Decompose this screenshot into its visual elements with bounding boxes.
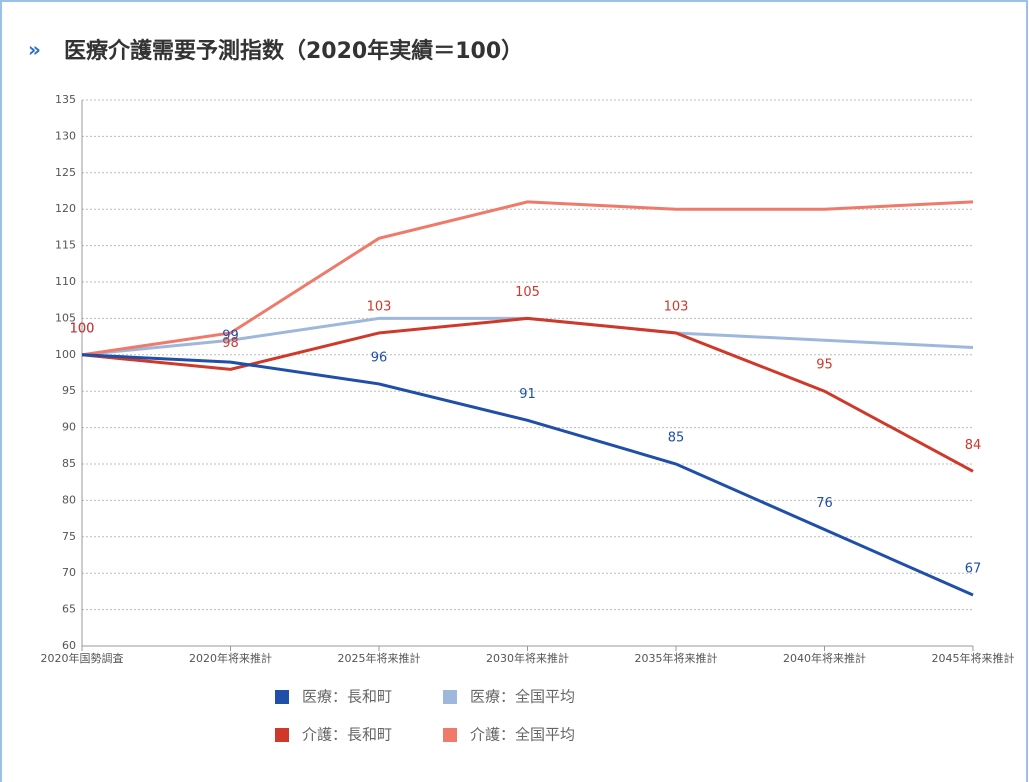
y-tick-label: 115 xyxy=(55,239,76,252)
x-tick-label: 2045年将来推計 xyxy=(932,651,1015,665)
data-label: 95 xyxy=(816,358,833,373)
data-label: 103 xyxy=(367,299,392,314)
legend-swatch xyxy=(275,728,289,742)
series-line xyxy=(81,316,974,473)
data-label: 84 xyxy=(965,438,982,453)
y-tick-label: 95 xyxy=(62,384,76,397)
legend-swatch xyxy=(443,728,457,742)
y-tick-label: 90 xyxy=(62,421,76,434)
data-label: 100 xyxy=(70,321,95,336)
data-label: 98 xyxy=(222,336,239,351)
legend-swatch xyxy=(443,690,457,704)
legend-swatch xyxy=(275,690,289,704)
data-label: 85 xyxy=(668,431,685,446)
title-icon: » xyxy=(28,38,41,62)
x-tick-label: 2040年将来推計 xyxy=(783,651,866,665)
y-tick-label: 135 xyxy=(55,93,76,106)
legend-label: 医療：全国平均 xyxy=(470,688,575,706)
x-tick-label: 2030年将来推計 xyxy=(486,651,569,665)
y-tick-label: 125 xyxy=(55,166,76,179)
data-label: 76 xyxy=(816,496,833,511)
y-tick-label: 120 xyxy=(55,202,76,215)
data-label: 96 xyxy=(371,350,388,365)
x-tick-label: 2020年国勢調査 xyxy=(41,651,124,665)
series-line xyxy=(81,353,974,597)
data-label: 105 xyxy=(515,285,540,300)
x-tick-label: 2020年将来推計 xyxy=(189,651,272,665)
legend-label: 介護：全国平均 xyxy=(470,726,575,744)
data-label: 103 xyxy=(664,299,689,314)
y-tick-label: 60 xyxy=(62,639,76,652)
data-label: 100 xyxy=(70,321,95,336)
y-tick-label: 100 xyxy=(55,348,76,361)
chart-title: 医療介護需要予測指数（2020年実績＝100） xyxy=(64,38,523,64)
y-tick-label: 75 xyxy=(62,530,76,543)
data-label: 67 xyxy=(965,562,982,577)
legend-label: 医療：長和町 xyxy=(302,688,392,706)
series-line xyxy=(81,200,974,357)
x-tick-label: 2025年将来推計 xyxy=(338,651,421,665)
y-tick-label: 110 xyxy=(55,275,76,288)
y-tick-label: 65 xyxy=(62,603,76,616)
y-tick-label: 85 xyxy=(62,457,76,470)
legend-label: 介護：長和町 xyxy=(302,726,392,744)
y-tick-label: 105 xyxy=(55,311,76,324)
y-tick-label: 80 xyxy=(62,493,76,506)
data-label: 91 xyxy=(519,387,536,402)
x-tick-label: 2035年将来推計 xyxy=(635,651,718,665)
y-tick-label: 130 xyxy=(55,129,76,142)
y-tick-label: 70 xyxy=(62,566,76,579)
data-label: 99 xyxy=(222,329,239,344)
